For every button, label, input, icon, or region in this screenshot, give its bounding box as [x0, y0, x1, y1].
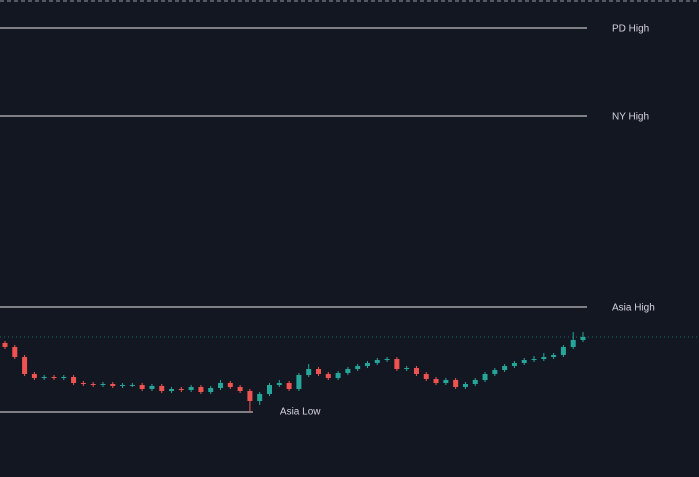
candle-body: [90, 384, 96, 385]
candle-body: [462, 384, 468, 387]
candle-body: [41, 377, 47, 378]
candle-body: [335, 373, 341, 378]
candle-body: [443, 380, 449, 383]
candle-body: [531, 359, 537, 360]
candle-body: [227, 383, 233, 387]
candle-body: [149, 386, 155, 389]
candle-body: [374, 360, 380, 363]
level-label: Asia Low: [280, 407, 321, 418]
candle-body: [560, 347, 566, 355]
candle-body: [296, 375, 302, 389]
candle-body: [267, 385, 273, 394]
candle-body: [12, 347, 18, 357]
candle-body: [22, 357, 28, 374]
candle-body: [355, 366, 361, 369]
candle-body: [159, 386, 165, 391]
candle-body: [502, 366, 508, 370]
candle-body: [110, 384, 116, 386]
candle-body: [80, 383, 86, 384]
candle-body: [100, 384, 106, 385]
candle-body: [51, 377, 57, 378]
candle-body: [433, 379, 439, 383]
candle-body: [521, 360, 527, 363]
candle-body: [315, 369, 321, 374]
level-label: NY High: [612, 112, 649, 123]
candle-body: [570, 340, 576, 347]
level-label: Asia High: [612, 303, 655, 314]
candle-body: [188, 387, 194, 390]
candle-body: [413, 368, 419, 374]
candle-body: [31, 374, 37, 378]
candle-body: [580, 337, 586, 340]
candle-body: [208, 388, 214, 392]
candle-body: [286, 383, 292, 389]
candle-body: [404, 368, 410, 369]
candle-body: [61, 377, 67, 378]
candle-body: [511, 363, 517, 366]
candle-body: [384, 359, 390, 360]
candle-body: [492, 370, 498, 374]
candle-body: [325, 374, 331, 378]
candle-body: [120, 385, 126, 386]
candle-body: [218, 383, 224, 388]
candle-body: [178, 389, 184, 390]
candle-body: [257, 394, 263, 401]
candle-body: [345, 369, 351, 373]
candle-body: [423, 374, 429, 379]
candle-body: [247, 391, 253, 401]
candle-body: [453, 380, 459, 387]
candle-body: [472, 380, 478, 384]
candle-body: [394, 359, 400, 369]
candle-body: [237, 387, 243, 391]
candle-body: [2, 343, 8, 347]
candle-body: [482, 374, 488, 380]
candle-body: [306, 369, 312, 375]
candle-body: [129, 385, 135, 386]
level-label: PD High: [612, 24, 649, 35]
candle-body: [139, 385, 145, 389]
candle-body: [169, 389, 175, 391]
candle-body: [71, 377, 77, 383]
candle-body: [551, 355, 557, 357]
candle-body: [276, 383, 282, 385]
candle-body: [364, 363, 370, 366]
candle-body: [541, 357, 547, 359]
candle-body: [198, 387, 204, 392]
